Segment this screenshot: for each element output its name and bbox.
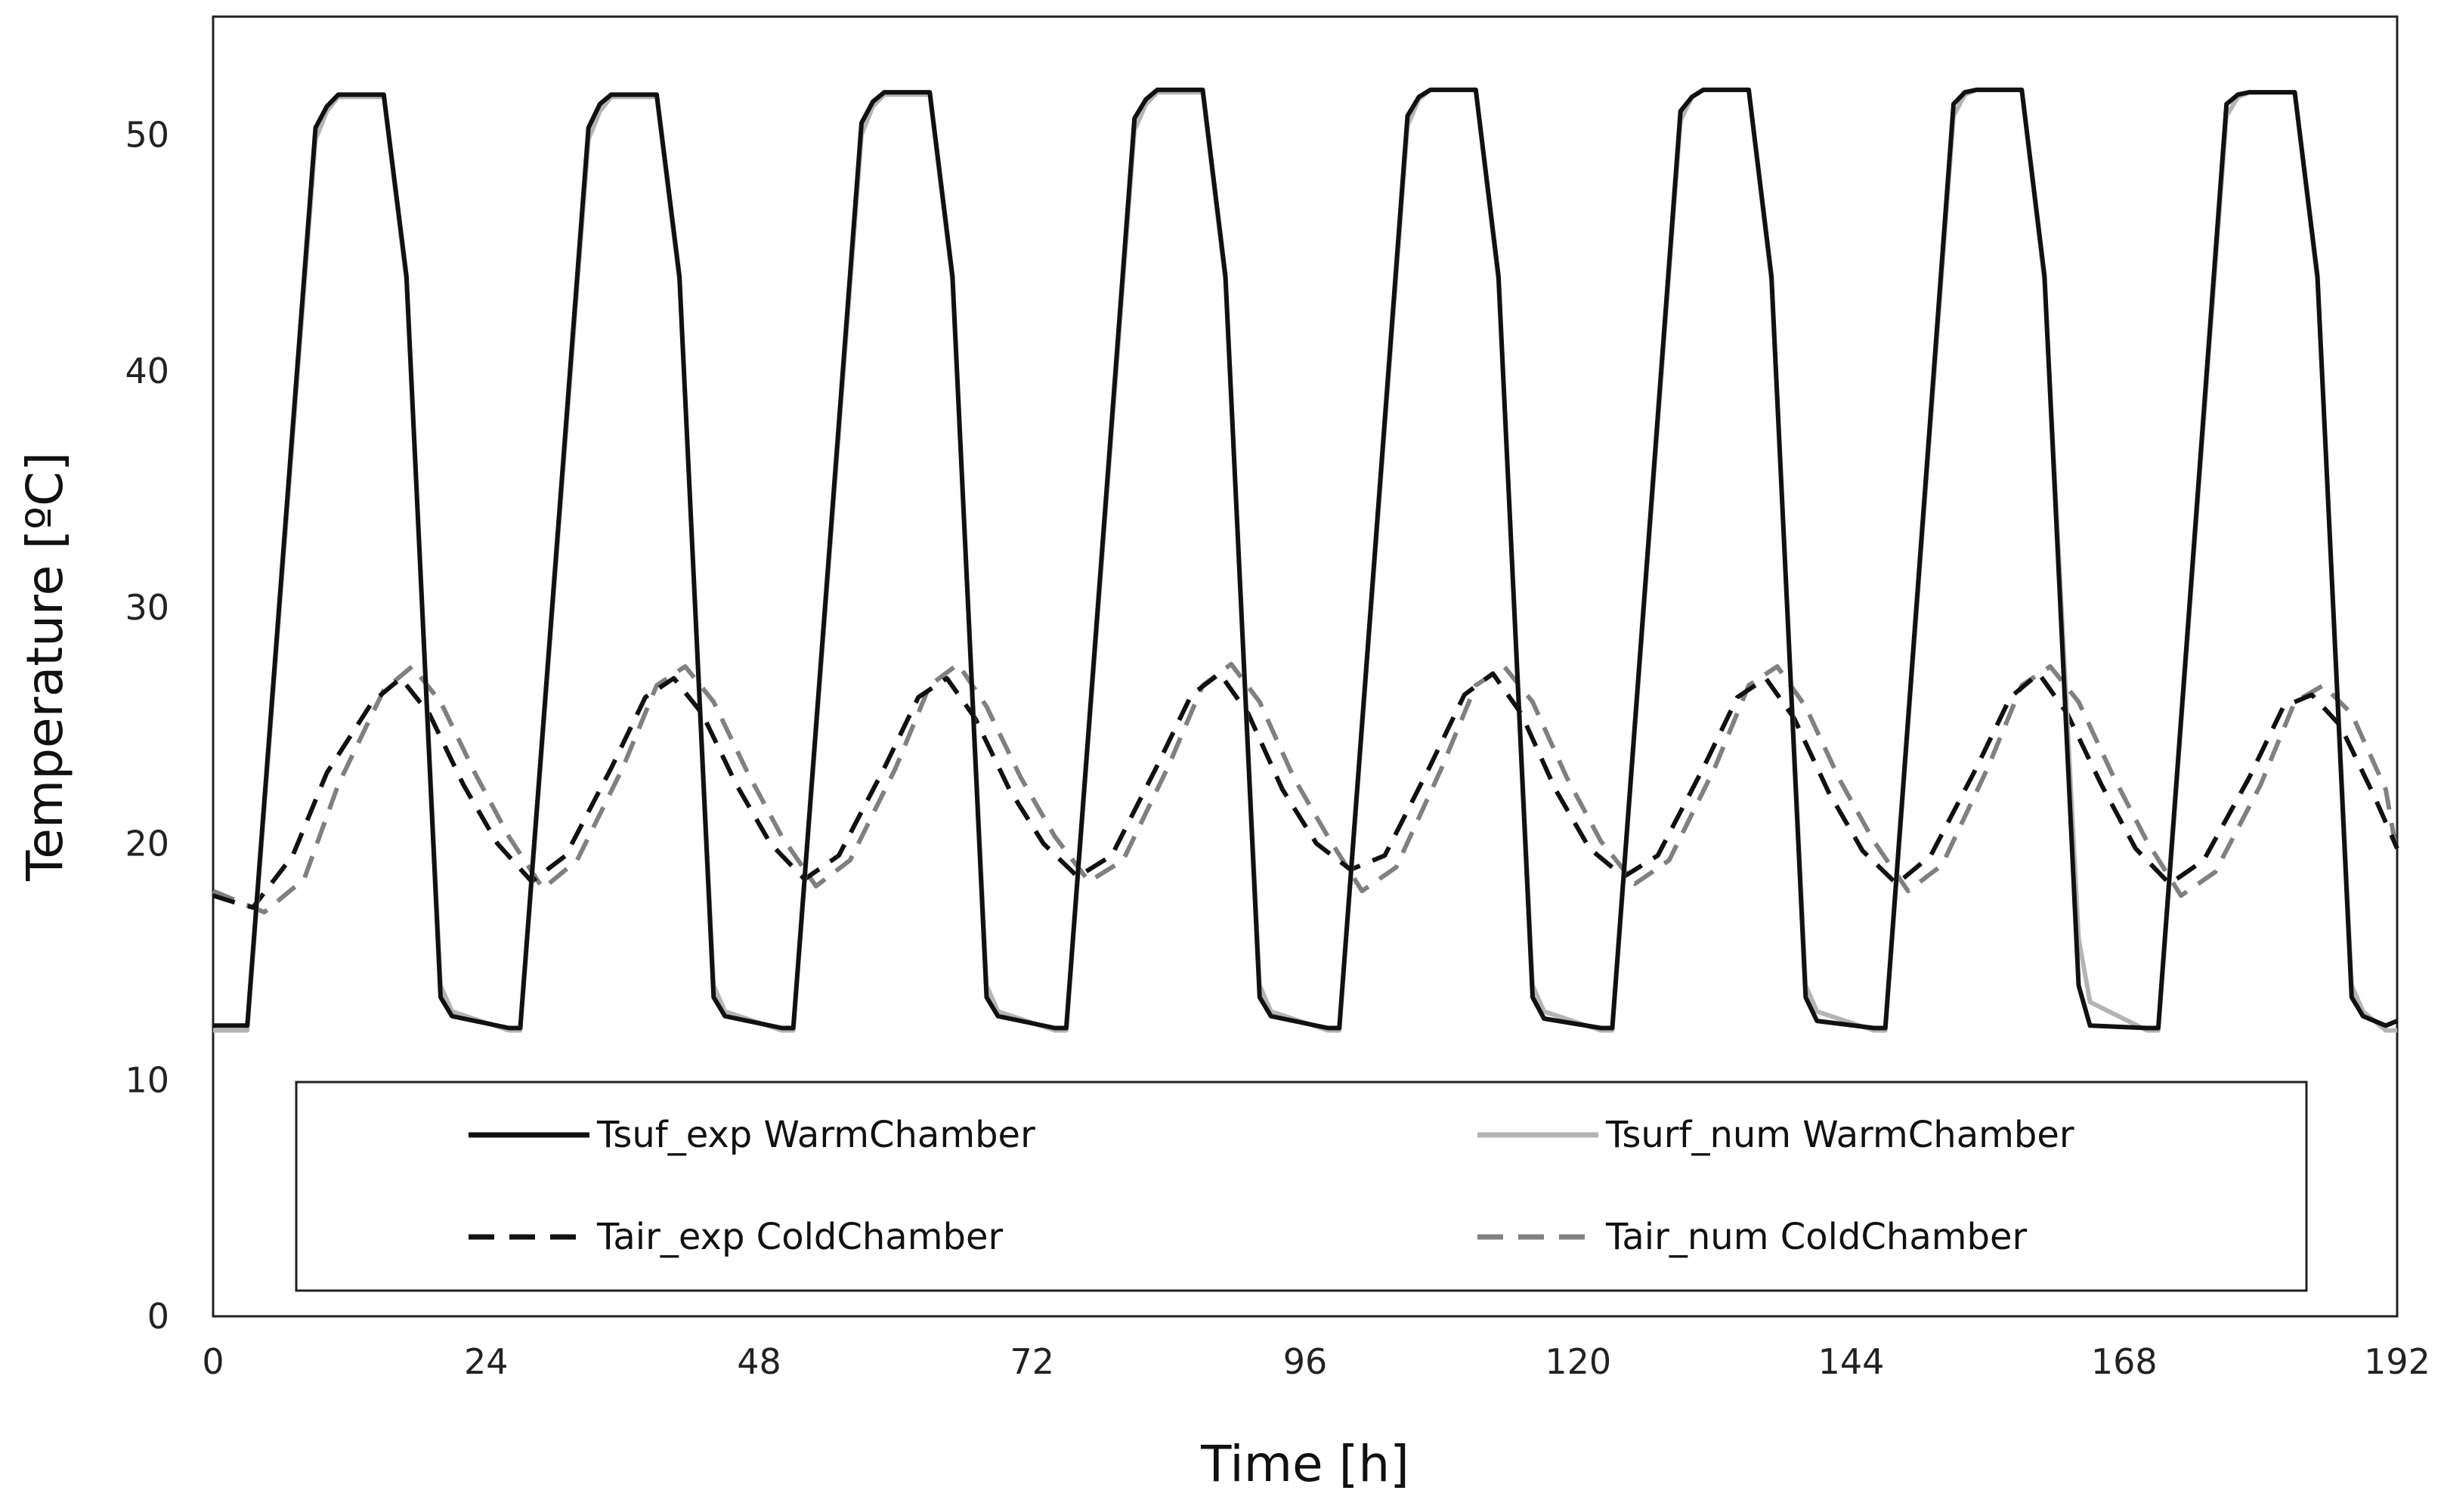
series-layer [212,87,2399,1033]
x-axis-title: Time [h] [1200,1435,1409,1493]
y-tick-label: 30 [125,587,169,628]
y-tick-label: 50 [125,114,169,155]
legend-label-tair-num: Tair_num ColdChamber [1605,1216,2028,1258]
x-tick-label: 96 [1283,1341,1328,1382]
x-tick-label: 144 [1818,1341,1885,1382]
y-axis-title: Temperature [ºC] [16,452,74,882]
legend-label-tsuf-exp: Tsuf_exp WarmChamber [596,1114,1035,1156]
y-tick-label: 20 [125,824,169,864]
x-tick-label: 120 [1545,1341,1611,1382]
legend: Tsuf_exp WarmChamber Tsurf_num WarmChamb… [295,1081,2308,1292]
x-tick-label: 48 [737,1341,781,1382]
legend-label-tair-exp: Tair_exp ColdChamber [596,1216,1003,1258]
legend-box [295,1081,2308,1292]
legend-label-tsurf-num: Tsurf_num WarmChamber [1605,1114,2074,1156]
x-tick-label: 72 [1010,1341,1054,1382]
y-tick-label: 40 [125,351,169,391]
x-tick-label: 192 [2364,1341,2430,1382]
y-tick-label: 0 [147,1296,169,1337]
x-tick-labels: 0 24 48 72 96 120 144 168 192 [202,1341,2430,1382]
series-line-tair-num-coldchamber [212,661,2399,915]
x-tick-label: 0 [202,1341,224,1382]
series-line-tsuf-exp-warmchamber [213,87,2399,1031]
y-tick-label: 10 [125,1059,169,1100]
x-tick-label: 168 [2091,1341,2158,1382]
y-tick-labels: 0 10 20 30 40 50 [125,114,169,1337]
series-line-tair-exp-coldchamber [212,671,2399,910]
x-tick-label: 24 [464,1341,509,1382]
